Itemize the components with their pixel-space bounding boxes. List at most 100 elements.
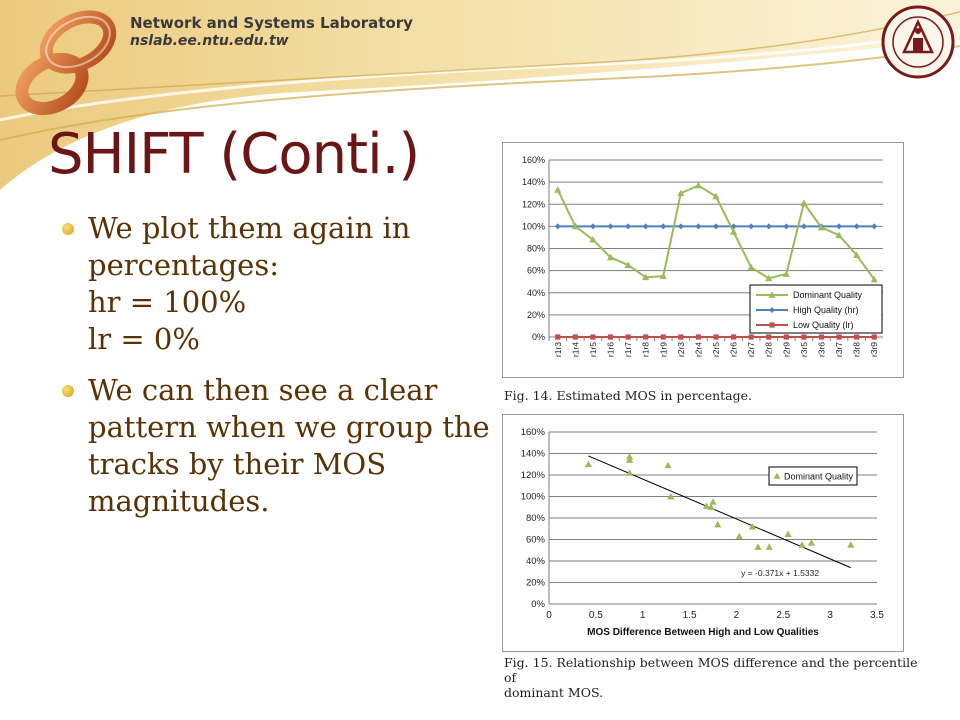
x-tick-label: r3r9 (869, 342, 879, 357)
x-tick-label: r2r8 (764, 342, 774, 357)
data-point (754, 543, 762, 550)
y-tick-label: 80% (527, 244, 545, 254)
data-point (807, 539, 815, 546)
lab-name: Network and Systems Laboratory (130, 14, 413, 32)
data-point (835, 231, 843, 239)
data-point (642, 273, 650, 281)
fig15-caption: Fig. 15. Relationship between MOS differ… (504, 655, 924, 700)
data-point (853, 223, 860, 230)
y-tick-label: 40% (527, 288, 545, 298)
data-point (606, 253, 615, 261)
y-tick-label: 40% (526, 556, 546, 567)
data-point (735, 532, 743, 540)
data-point (678, 334, 684, 340)
data-point (702, 502, 711, 510)
data-point (664, 461, 672, 469)
bullet-dot-icon (62, 223, 74, 235)
data-point (748, 523, 756, 530)
y-tick-label: 160% (521, 427, 546, 438)
data-point (798, 541, 806, 548)
x-tick-label: r2r9 (781, 342, 791, 357)
data-point (783, 223, 790, 230)
data-point (625, 469, 634, 476)
fig14-plot: 0% 20% 40% 60% 80% 100% 120% 140% 160% r1r3 r1r4 r1… (522, 155, 883, 357)
fig15-caption-line: dominant MOS. (504, 685, 604, 700)
bullet-line: tracks by their MOS (88, 447, 387, 481)
y-tick-label: 20% (526, 578, 546, 589)
bullet-dot-icon (62, 385, 74, 397)
data-point (554, 223, 561, 230)
x-tick-label: r1r6 (606, 342, 616, 357)
x-tick-label: r2r6 (729, 342, 739, 357)
data-point (847, 541, 855, 548)
data-point (643, 334, 649, 340)
data-point (784, 530, 792, 538)
data-point (554, 186, 562, 193)
fig15-caption-line: Fig. 15. Relationship between MOS differ… (504, 655, 918, 685)
x-tick-label: r1r5 (588, 342, 598, 357)
data-point (607, 334, 614, 340)
x-tick-label: r3r7 (834, 342, 844, 357)
x-tick-label: r2r5 (711, 342, 721, 357)
data-point (712, 192, 720, 200)
y-tick-label: 0% (532, 332, 545, 342)
series-line (556, 184, 876, 281)
data-point (714, 520, 722, 528)
data-point (817, 223, 826, 231)
infinity-logo-icon (15, 10, 117, 116)
data-point (871, 223, 878, 230)
data-point (590, 334, 596, 340)
data-point (625, 334, 631, 340)
x-tick-label: r2r3 (676, 342, 686, 357)
data-point (765, 223, 772, 230)
data-point (748, 334, 754, 340)
bullet-line: pattern when we group the (88, 410, 490, 444)
y-tick-label: 0% (531, 599, 545, 610)
bullet-line: percentages: (88, 248, 279, 282)
data-point (730, 334, 737, 340)
data-point (747, 263, 755, 271)
data-point (854, 334, 860, 340)
data-point (818, 334, 825, 340)
data-point (667, 492, 675, 500)
y-tick-label: 20% (527, 310, 545, 320)
y-tick-label: 140% (522, 177, 545, 187)
legend-box (768, 466, 858, 486)
x-tick-label: r1r7 (623, 342, 633, 357)
x-tick-label: 1.5 (683, 610, 697, 621)
legend-marker (769, 322, 775, 328)
data-point (660, 334, 666, 340)
data-point (800, 223, 807, 230)
data-point (836, 223, 843, 230)
data-point (853, 251, 861, 259)
x-tick-label: r1r8 (641, 342, 651, 357)
data-point (607, 223, 614, 230)
x-tick-label: 3.5 (870, 610, 884, 621)
x-tick-label: r1r4 (570, 342, 580, 357)
fig15-plot: 0% 20% 40% 60% 80% 100% 120% 140% 160% 0 0.5 1 1.5 2 2… (521, 427, 885, 638)
legend-label: High Quality (hr) (793, 305, 859, 315)
y-tick-label: 120% (521, 470, 546, 481)
data-point (713, 334, 719, 340)
fig14-chart: 0% 20% 40% 60% 80% 100% 120% 140% 160% r1r3 r1r4 r1… (502, 142, 904, 378)
data-point (729, 228, 738, 235)
bullet-line: magnitudes. (88, 484, 270, 518)
legend-label: Dominant Quality (793, 290, 863, 300)
data-point (709, 498, 717, 505)
lab-url: nslab.ee.ntu.edu.tw (130, 33, 289, 49)
data-point (589, 223, 596, 230)
bullet-item: We plot them again in percentages: hr = … (58, 210, 498, 358)
fig15-chart: 0% 20% 40% 60% 80% 100% 120% 140% 160% 0 0.5 1 1.5 2 2… (502, 414, 904, 652)
bullet-line: lr = 0% (88, 322, 200, 356)
x-tick-label: 0.5 (589, 610, 603, 621)
x-tick-label: r1r3 (553, 342, 563, 357)
bullet-line: We plot them again in (88, 211, 411, 245)
data-point (800, 199, 808, 207)
header-background (0, 0, 960, 190)
data-point (870, 275, 878, 283)
data-point (625, 223, 632, 230)
data-point (766, 334, 772, 340)
trendline-equation: y = -0.371x + 1.5332 (741, 568, 819, 578)
slide-title: SHIFT (Conti.) (48, 122, 420, 187)
fig14-caption: Fig. 14. Estimated MOS in percentage. (504, 388, 753, 403)
